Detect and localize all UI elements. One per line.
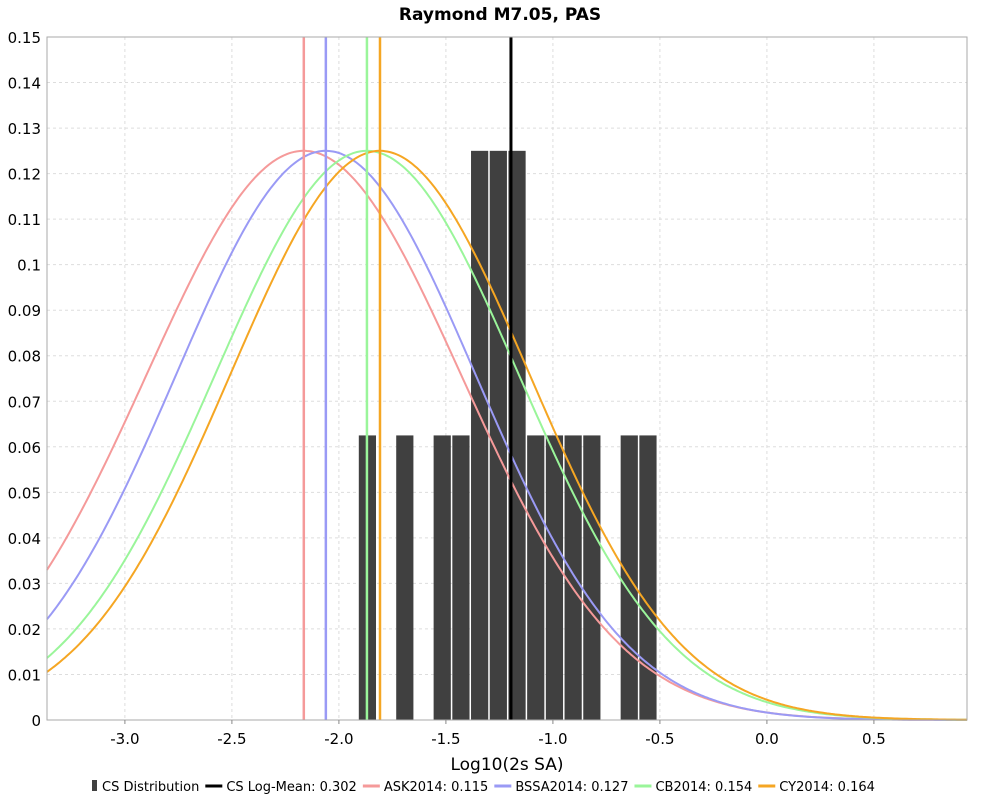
x-tick-label: -2.5 <box>217 730 246 748</box>
histogram-bar <box>396 435 414 720</box>
axis-ticks: -3.0 -2.5 -2.0 -1.5 -1.0 -0.5 0.0 0.5 0 0.01 0.02 0… <box>8 29 886 748</box>
legend-label: BSSA2014: 0.127 <box>515 780 628 795</box>
legend-swatch-cs-distribution <box>92 780 97 791</box>
histogram-bar <box>545 435 564 720</box>
y-tick-label: 0.02 <box>8 621 41 639</box>
y-tick-label: 0.14 <box>8 75 41 93</box>
y-tick-label: 0.06 <box>8 439 41 457</box>
histogram-bar <box>489 150 507 721</box>
x-tick-label: -3.0 <box>110 730 139 748</box>
histogram-bar <box>452 435 470 720</box>
y-tick-label: 0.01 <box>8 666 41 684</box>
histogram-bars <box>358 150 657 721</box>
y-tick-label: 0.03 <box>8 575 41 593</box>
histogram-bar <box>564 435 582 720</box>
y-tick-label: 0.08 <box>8 348 41 366</box>
grid <box>47 36 967 721</box>
legend-label: CB2014: 0.154 <box>655 780 752 795</box>
plot-frame <box>46 36 968 721</box>
x-tick-label: 0.0 <box>755 730 779 748</box>
y-tick-label: 0.12 <box>8 166 41 184</box>
series-lines <box>46 37 967 721</box>
x-tick-label: -1.5 <box>431 730 460 748</box>
bssa2014-curve <box>46 149 967 721</box>
cb2014-curve <box>46 149 967 721</box>
chart-title: Raymond M7.05, PAS <box>399 5 601 25</box>
x-axis-label: Log10(2s SA) <box>450 755 563 775</box>
histogram-bar <box>527 435 545 720</box>
ask2014-curve <box>46 149 967 721</box>
y-tick-label: 0.05 <box>8 484 41 502</box>
y-tick-label: 0.1 <box>17 257 41 275</box>
histogram-bar <box>508 150 526 721</box>
x-tick-label: -0.5 <box>645 730 674 748</box>
y-tick-label: 0.04 <box>8 530 41 548</box>
y-tick-label: 0.11 <box>8 211 41 229</box>
histogram-bar <box>583 435 601 720</box>
y-tick-label: 0 <box>31 712 41 730</box>
histogram-bar <box>639 435 657 720</box>
y-tick-label: 0.09 <box>8 302 41 320</box>
x-tick-label: -2.0 <box>324 730 353 748</box>
y-tick-label: 0.07 <box>8 393 41 411</box>
legend: CS Distribution CS Log-Mean: 0.302 ASK2014… <box>92 780 875 795</box>
x-tick-label: -1.0 <box>538 730 567 748</box>
legend-label: CS Log-Mean: 0.302 <box>226 780 357 795</box>
legend-label: ASK2014: 0.115 <box>384 780 488 795</box>
histogram-bar <box>433 435 451 720</box>
histogram-bar <box>471 150 489 721</box>
x-tick-label: 0.5 <box>862 730 886 748</box>
y-tick-label: 0.13 <box>8 120 41 138</box>
legend-label: CS Distribution <box>102 780 199 795</box>
legend-label: CY2014: 0.164 <box>779 780 875 795</box>
cy2014-curve <box>46 149 967 721</box>
y-tick-label: 0.15 <box>8 29 41 47</box>
